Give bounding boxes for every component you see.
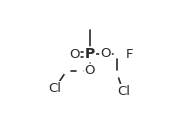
Text: Cl: Cl <box>48 82 61 95</box>
Text: O: O <box>85 65 95 77</box>
Text: F: F <box>126 48 134 61</box>
Text: O: O <box>100 47 111 60</box>
Text: Cl: Cl <box>118 85 131 98</box>
Text: P: P <box>85 47 95 61</box>
Text: O: O <box>69 48 79 61</box>
